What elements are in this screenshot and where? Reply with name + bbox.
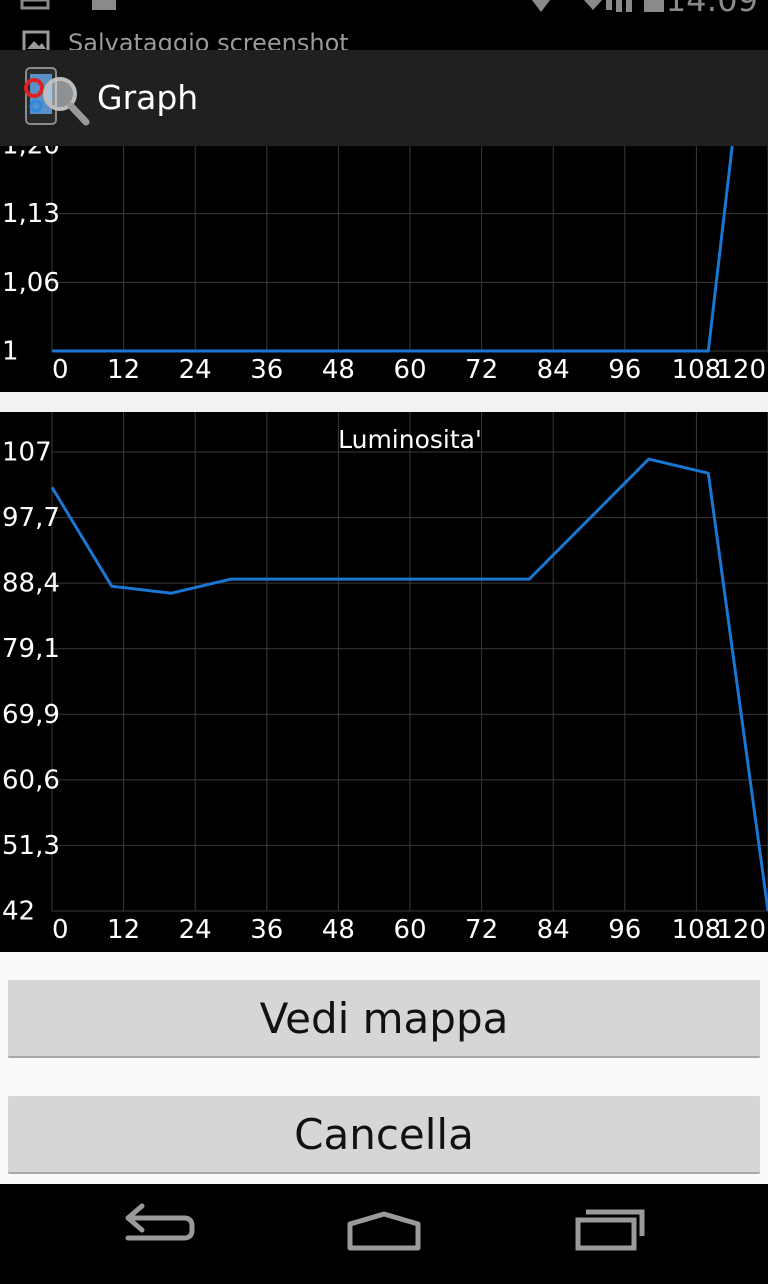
system-status-icons xyxy=(532,0,664,12)
luminosity-graph-y-tick-label: 97,7 xyxy=(2,503,60,533)
luminosity-graph-y-tick-label: 42 xyxy=(2,897,35,927)
top-graph-x-tick-label: 36 xyxy=(250,355,283,385)
luminosity-graph-y-tick-label: 69,9 xyxy=(2,700,60,730)
top-graph-x-tick-label: 12 xyxy=(107,355,140,385)
luminosity-graph-y-tick-label: 51,3 xyxy=(2,831,60,861)
luminosity-graph-x-tick-label: 84 xyxy=(537,915,570,945)
notification-text: Salvataggio screenshot xyxy=(68,29,349,50)
luminosity-graph-svg: 107 97,7 88,4 79,1 69,9 60,6 51,3 42 0 12 24 36 48 60… xyxy=(2,412,768,945)
back-button[interactable] xyxy=(100,1184,220,1280)
luminosity-graph-x-tick-label: 36 xyxy=(250,915,283,945)
luminosity-graph-x-tick-label: 120 xyxy=(716,915,766,945)
cancel-button[interactable]: Cancella xyxy=(8,1096,760,1174)
status-bar: Salvataggio screenshot 14:09 xyxy=(0,0,768,50)
home-button[interactable] xyxy=(324,1184,444,1280)
luminosity-graph-x-tick-label: 24 xyxy=(179,915,212,945)
luminosity-graph-series-line xyxy=(50,457,768,912)
top-graph-x-tick-label: 108 xyxy=(672,355,722,385)
luminosity-graph-x-tick-label: 12 xyxy=(107,915,140,945)
top-graph-x-tick-label: 120 xyxy=(716,355,766,385)
graph-app-icon[interactable] xyxy=(22,66,90,130)
luminosity-graph-x-tick-label: 48 xyxy=(322,915,355,945)
luminosity-graph-x-tick-label: 72 xyxy=(465,915,498,945)
top-graph-y-tick-label: 1,13 xyxy=(2,199,60,229)
top-graph-y-tick-label: 1,20 xyxy=(2,146,60,161)
luminosity-graph-y-tick-label: 60,6 xyxy=(2,765,60,795)
recents-button[interactable] xyxy=(550,1184,670,1280)
luminosity-graph-y-tick-label: 107 xyxy=(2,438,52,468)
home-icon xyxy=(347,1211,421,1251)
luminosity-graph-x-tick-label: 96 xyxy=(608,915,641,945)
top-graph-x-tick-label: 24 xyxy=(179,355,212,385)
top-graph-x-tick-label: 84 xyxy=(537,355,570,385)
luminosity-graph-y-tick-label: 79,1 xyxy=(2,634,60,664)
clock: 14:09 xyxy=(665,0,758,19)
top-graph-x-tick-label: 96 xyxy=(608,355,641,385)
top-graph-x-tick-label: 72 xyxy=(465,355,498,385)
luminosity-graph-x-tick-label: 108 xyxy=(672,915,722,945)
luminosity-graph-x-tick-label: 60 xyxy=(393,915,426,945)
top-graph-y-tick-label: 1 xyxy=(2,337,19,367)
navigation-bar xyxy=(0,1184,768,1280)
top-graph-x-tick-label: 0 xyxy=(52,355,69,385)
action-bar: Graph xyxy=(0,50,768,146)
notification-icons xyxy=(20,0,116,10)
app-title: Graph xyxy=(97,78,199,117)
luminosity-graph-x-tick-label: 0 xyxy=(52,915,69,945)
luminosity-graph-y-tick-label: 88,4 xyxy=(2,569,60,599)
top-graph-x-tick-label: 60 xyxy=(393,355,426,385)
luminosity-graph-title: Luminosita' xyxy=(338,425,482,454)
top-graph-y-tick-label: 1,06 xyxy=(2,268,60,298)
luminosity-graph: 107 97,7 88,4 79,1 69,9 60,6 51,3 42 0 12 24 36 48 60… xyxy=(0,412,768,952)
recents-icon xyxy=(575,1209,645,1251)
top-graph-x-tick-label: 48 xyxy=(322,355,355,385)
top-graph-series-line xyxy=(52,146,734,353)
image-icon xyxy=(22,30,50,50)
back-icon xyxy=(125,1203,195,1241)
button-area: Vedi mappa Cancella xyxy=(0,952,768,1184)
view-map-button[interactable]: Vedi mappa xyxy=(8,980,760,1058)
